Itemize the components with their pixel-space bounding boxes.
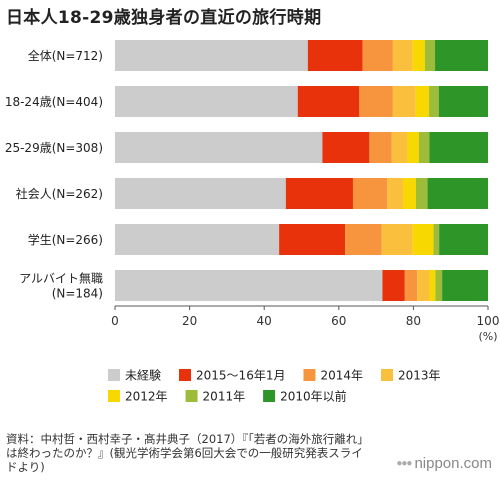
- nippon-logo: ●●● nippon.com: [396, 455, 492, 472]
- category-label: 25-29歳(N=308): [5, 141, 103, 155]
- bar-segment: [359, 86, 393, 117]
- bar-segment: [419, 132, 430, 163]
- bar-segment: [345, 224, 382, 255]
- bar-segment: [382, 270, 405, 301]
- legend-label: 2010年以前: [280, 389, 347, 404]
- bar-segment: [429, 132, 488, 163]
- bar-segment: [352, 178, 388, 209]
- legend-label: 2014年: [320, 369, 363, 383]
- bar-segment: [435, 40, 488, 71]
- bar-segment: [115, 178, 286, 209]
- bar-segment: [115, 40, 308, 71]
- category-label: 18-24歳(N=404): [5, 95, 103, 109]
- category-label: (N=184): [52, 287, 103, 301]
- legend-swatch: [185, 390, 198, 402]
- bar-segment: [417, 270, 430, 301]
- bar-segment: [427, 178, 488, 209]
- x-tick-label: 40: [257, 314, 272, 328]
- legend-swatch: [108, 390, 120, 402]
- bar-segment: [115, 270, 383, 301]
- bar-segment: [402, 178, 417, 209]
- bar-segment: [392, 86, 416, 117]
- legend-swatch: [303, 369, 316, 381]
- bar-segment: [115, 224, 280, 255]
- x-unit-label: (%): [478, 330, 497, 343]
- logo-dots-icon: ●●●: [396, 458, 412, 469]
- bar-segment: [387, 178, 403, 209]
- bar-segment: [424, 40, 436, 71]
- category-label: 社会人(N=262): [16, 186, 103, 201]
- bar-segment: [369, 132, 392, 163]
- x-tick-label: 20: [182, 314, 197, 328]
- legend-label: 2011年: [203, 390, 246, 404]
- bar-segment: [429, 270, 436, 301]
- bar-segment: [307, 40, 363, 71]
- bar-segment: [435, 270, 443, 301]
- legend-swatch: [263, 390, 276, 402]
- x-tick-label: 80: [406, 314, 421, 328]
- chart-title: 日本人18-29歳独身者の直近の旅行時期: [6, 8, 322, 28]
- bar-segment: [362, 40, 393, 71]
- bar-segment: [412, 224, 434, 255]
- bar-segment: [392, 40, 413, 71]
- bar-segment: [381, 224, 413, 255]
- legend-label: 2012年: [125, 390, 168, 404]
- logo-text: nippon.com: [414, 455, 492, 472]
- x-tick-label: 0: [111, 314, 119, 328]
- legend-label: 未経験: [125, 368, 161, 383]
- bar-segment: [429, 86, 439, 117]
- bar-segment: [285, 178, 353, 209]
- bar-segment: [391, 132, 408, 163]
- bar-segment: [416, 178, 428, 209]
- category-label: 学生(N=266): [28, 232, 103, 247]
- bar-segment: [439, 224, 488, 255]
- legend-swatch: [381, 369, 394, 381]
- bar-segment: [322, 132, 370, 163]
- bar-segment: [412, 40, 425, 71]
- bar-segment: [407, 132, 419, 163]
- x-tick-label: 100: [477, 314, 500, 328]
- legend-label: 2013年: [398, 369, 441, 383]
- bar-segment: [115, 132, 323, 163]
- source-note: 資料：中村哲・西村幸子・髙井典子（2017）『「若者の海外旅行離れ」は終わったの…: [6, 432, 364, 474]
- legend-swatch: [179, 369, 192, 381]
- bar-segment: [415, 86, 430, 117]
- legend-label: 2015〜16年1月: [196, 369, 285, 383]
- bar-segment: [297, 86, 360, 117]
- bar-segment: [279, 224, 346, 255]
- bar-segment: [438, 86, 488, 117]
- bar-segment: [442, 270, 488, 301]
- bar-segment: [404, 270, 418, 301]
- legend-swatch: [108, 369, 120, 381]
- stacked-bar-chart: 全体(N=712) 18-24歳(N=404) 25-29歳(N=308) 社会人(N…: [5, 40, 500, 404]
- bar-segment: [433, 224, 440, 255]
- bar-segment: [115, 86, 298, 117]
- category-label: アルバイト無職: [19, 271, 103, 286]
- x-tick-label: 60: [331, 314, 346, 328]
- category-label: 全体(N=712): [28, 48, 103, 63]
